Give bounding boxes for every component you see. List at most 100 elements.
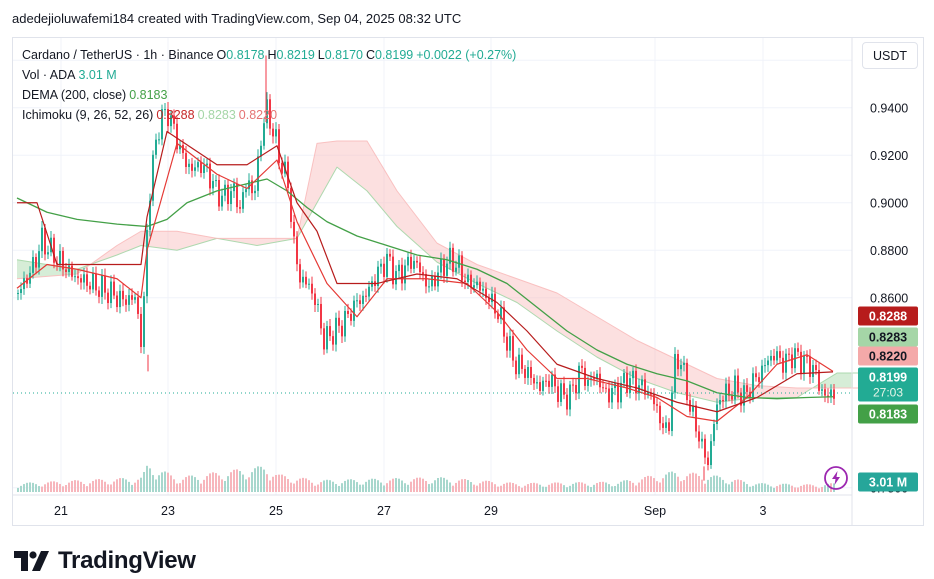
candle-body [110, 281, 112, 304]
legend-volume-row[interactable]: Vol · ADA 3.01 M [22, 65, 519, 85]
cloud-segment [713, 376, 715, 402]
candle-body [71, 265, 73, 277]
low-key: L [317, 48, 325, 62]
candle-body [779, 351, 781, 358]
cloud-segment [383, 167, 385, 213]
candle-body [602, 387, 604, 389]
candle-body [605, 387, 607, 389]
volume-bar [29, 482, 31, 492]
cloud-segment [535, 285, 537, 317]
candle-body [191, 163, 193, 171]
volume-bar [287, 479, 289, 492]
candle-body [152, 154, 154, 201]
candle-body [440, 258, 442, 273]
candle-body [461, 255, 463, 281]
cloud-segment [313, 152, 315, 210]
volume-bar [245, 479, 247, 492]
legend-dema-row[interactable]: DEMA (200, close) 0.8183 [22, 85, 519, 105]
cloud-segment [413, 211, 415, 243]
cloud-segment [163, 231, 165, 249]
attribution-header: adedejioluwafemi184 created with Trading… [12, 11, 462, 26]
candle-body [698, 431, 700, 442]
volume-bar [467, 480, 469, 492]
cloud-segment [385, 170, 387, 215]
cloud-segment [171, 231, 173, 250]
price-label-box [858, 367, 918, 402]
cloud-segment [271, 238, 273, 244]
cloud-segment [167, 231, 169, 250]
cloud-segment [279, 238, 281, 242]
cloud-segment [709, 374, 711, 401]
candle-body [137, 297, 139, 314]
currency-button[interactable]: USDT [862, 42, 918, 69]
candle-body [179, 144, 181, 150]
volume-bar [719, 477, 721, 492]
volume-bar [35, 484, 37, 492]
x-tick-label: 29 [484, 504, 498, 518]
volume-bar [425, 481, 427, 492]
candle-body [365, 295, 367, 297]
candle-body [521, 354, 523, 369]
volume-bar [194, 477, 196, 492]
volume-bar [116, 479, 118, 492]
candle-body [176, 123, 178, 150]
candle-body [65, 269, 67, 272]
volume-bar [791, 485, 793, 492]
volume-bar [422, 478, 424, 492]
volume-bar [707, 479, 709, 492]
candle-body [830, 389, 832, 397]
cloud-segment [251, 238, 253, 245]
x-axis[interactable]: 21 23 25 27 29 Sep 3 [54, 504, 766, 518]
volume-bar [305, 478, 307, 492]
cloud-segment [165, 231, 167, 249]
y-axis[interactable]: 0.96000.94000.92000.90000.88000.86000.78… [870, 54, 908, 496]
cloud-segment [775, 386, 777, 398]
volume-bar [617, 483, 619, 492]
symbol-title[interactable]: Cardano / TetherUS · 1h · Binance [22, 48, 214, 62]
candle-body [509, 336, 511, 351]
volume-bar [272, 476, 274, 492]
tradingview-logo[interactable]: TradingView [14, 547, 196, 575]
candle-body [44, 227, 46, 255]
volume-bar [644, 477, 646, 492]
cloud-segment [605, 321, 607, 363]
candle-body [407, 256, 409, 266]
candle-body [383, 263, 385, 277]
candle-body [323, 328, 325, 350]
cloud-segment [205, 236, 207, 242]
cloud-segment [191, 233, 193, 247]
cloud-segment [25, 261, 27, 279]
volume-bar [539, 484, 541, 492]
cloud-segment [599, 317, 601, 360]
volume-bar [143, 472, 145, 492]
candle-body [80, 278, 82, 283]
dema-label: DEMA (200, close) [22, 88, 127, 102]
candle-body [74, 276, 76, 278]
cloud-segment [395, 187, 397, 227]
candle-body [425, 273, 427, 287]
volume-bar [629, 480, 631, 492]
cloud-segment [415, 214, 417, 245]
candle-body [257, 156, 259, 191]
volume-bar [803, 484, 805, 492]
cloud-segment [547, 289, 549, 326]
cloud-segment [597, 316, 599, 359]
volume-bar [596, 483, 598, 492]
candle-body [758, 377, 760, 382]
cloud-segment [157, 231, 159, 248]
candle-body [248, 180, 250, 190]
volume-bar [554, 482, 556, 492]
legend-ichimoku-row[interactable]: Ichimoku (9, 26, 52, 26) 0.8288 0.8283 0… [22, 105, 519, 125]
lightning-icon[interactable] [823, 465, 849, 491]
candle-body [113, 281, 115, 296]
candle-body [35, 257, 37, 268]
ichimoku-label: Ichimoku (9, 26, 52, 26) [22, 108, 154, 122]
candle-body [764, 365, 766, 367]
chart-frame[interactable] [12, 37, 924, 526]
candle-body [731, 395, 733, 400]
volume-bar [773, 487, 775, 492]
volume-bar [755, 484, 757, 492]
candle-body [446, 263, 448, 276]
volume-bar [767, 484, 769, 492]
